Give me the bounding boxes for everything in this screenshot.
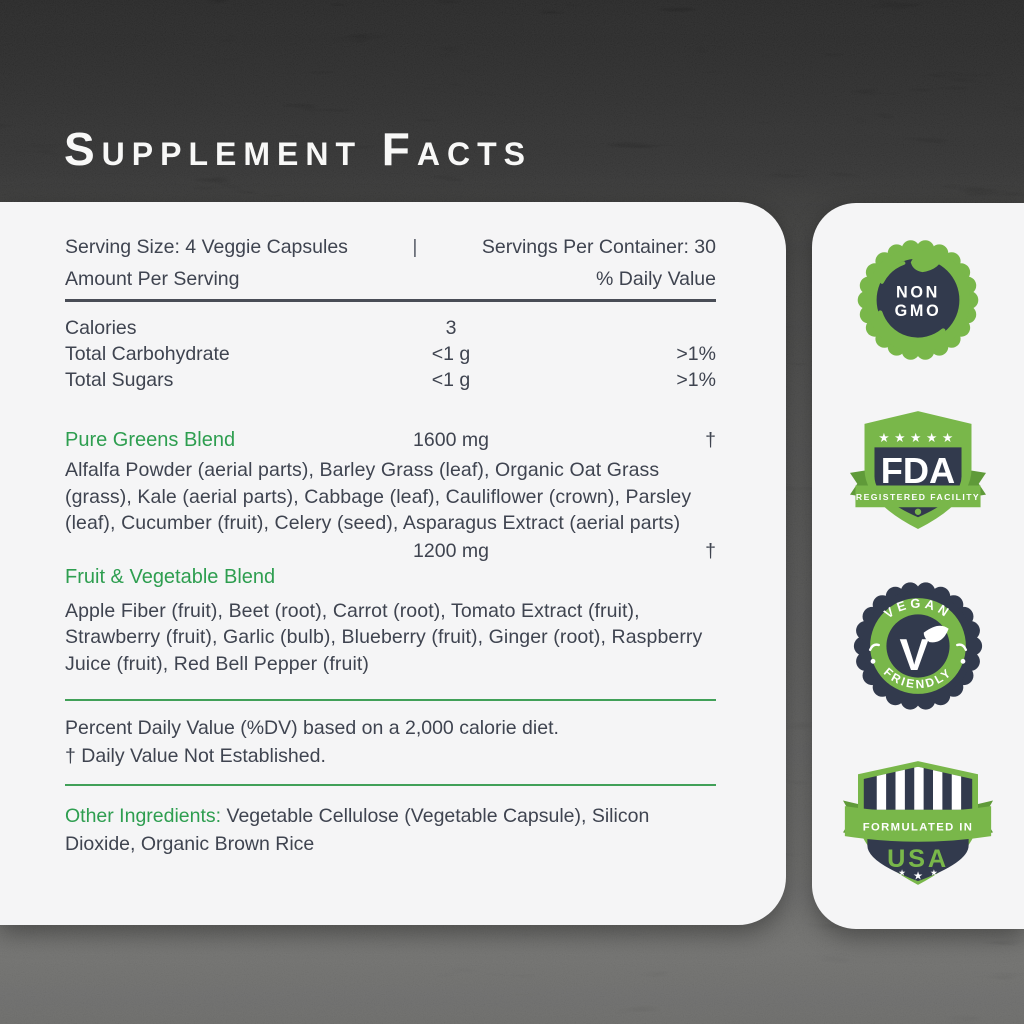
nutrient-name: Total Sugars bbox=[65, 369, 174, 391]
serving-separator: | bbox=[412, 236, 418, 258]
usa-star: ★ bbox=[930, 868, 938, 878]
footnotes: Percent Daily Value (%DV) based on a 2,0… bbox=[65, 715, 716, 770]
fda-title: FDA bbox=[881, 450, 956, 491]
supplement-facts-panel: Serving Size: 4 Veggie Capsules | Servin… bbox=[0, 202, 786, 925]
usa-star: ★ bbox=[898, 868, 906, 878]
non-gmo-text: NON bbox=[896, 283, 940, 301]
badges-panel: NON GMO ★★★★★ FDA REGISTERED FACILITY bbox=[812, 203, 1024, 929]
table-row: Calories 3 bbox=[65, 315, 716, 341]
nutrient-dv: >1% bbox=[676, 343, 716, 365]
fda-stars: ★★★★★ bbox=[878, 431, 958, 445]
column-headers: Amount Per Serving % Daily Value bbox=[65, 268, 716, 291]
non-gmo-text: GMO bbox=[895, 302, 942, 320]
blend-amount: 1200 mg bbox=[413, 539, 489, 562]
divider-dark bbox=[65, 299, 716, 302]
nutrient-dv: >1% bbox=[676, 369, 716, 391]
dagger-symbol: † bbox=[705, 429, 716, 451]
nutrient-name: Calories bbox=[65, 317, 137, 339]
nutrient-table: Calories 3 Total Carbohydrate <1 g >1% T… bbox=[65, 315, 716, 393]
nutrient-amount: <1 g bbox=[431, 343, 471, 365]
other-ingredients-label: Other Ingredients: bbox=[65, 805, 222, 827]
footnote-dv: Percent Daily Value (%DV) based on a 2,0… bbox=[65, 717, 559, 739]
table-row: Total Sugars <1 g >1% bbox=[65, 367, 716, 393]
blend-ingredients: Apple Fiber (fruit), Beet (root), Carrot… bbox=[65, 599, 703, 675]
serving-row: Serving Size: 4 Veggie Capsules | Servin… bbox=[65, 236, 716, 259]
blend-ingredients: Alfalfa Powder (aerial parts), Barley Gr… bbox=[65, 459, 692, 534]
servings-per-container: Servings Per Container: 30 bbox=[481, 236, 716, 258]
dagger-symbol: † bbox=[705, 539, 716, 562]
spacer bbox=[65, 538, 346, 564]
usa-banner-text: FORMULATED IN bbox=[863, 822, 974, 834]
fda-badge-icon: ★★★★★ FDA REGISTERED FACILITY bbox=[850, 411, 986, 530]
footnote-dagger: † Daily Value Not Established. bbox=[65, 744, 326, 767]
nutrient-dv bbox=[556, 315, 716, 341]
nutrient-name: Total Carbohydrate bbox=[65, 343, 230, 365]
amount-per-serving-header: Amount Per Serving bbox=[65, 268, 240, 290]
table-row: Total Carbohydrate <1 g >1% bbox=[65, 341, 716, 367]
nutrient-amount: <1 g bbox=[431, 369, 471, 391]
divider-green bbox=[65, 699, 716, 701]
serving-size: Serving Size: 4 Veggie Capsules bbox=[65, 236, 348, 258]
blend-row-fruit-veg-amount: 1200 mg † bbox=[65, 538, 716, 564]
blend-row-pure-greens: Pure Greens Blend 1600 mg † bbox=[65, 427, 716, 453]
daily-value-header: % Daily Value bbox=[596, 268, 716, 290]
nutrient-amount: 3 bbox=[445, 317, 457, 339]
vegan-v-letter: V bbox=[899, 631, 929, 680]
blend-name: Fruit & Vegetable Blend bbox=[65, 565, 276, 588]
other-ingredients: Other Ingredients: Vegetable Cellulose (… bbox=[65, 803, 716, 858]
blend-name: Pure Greens Blend bbox=[65, 429, 236, 451]
other-ingredients-text: Vegetable Cellulose (Vegetable Capsule),… bbox=[65, 805, 650, 855]
usa-title: USA bbox=[887, 845, 949, 873]
usa-badge-icon: FORMULATED IN USA ★ ★ ★ bbox=[843, 761, 993, 885]
non-gmo-badge-icon: NON GMO bbox=[857, 240, 979, 360]
blend-amount: 1600 mg bbox=[413, 429, 489, 451]
fda-subtitle: REGISTERED FACILITY bbox=[856, 492, 980, 502]
page-title: Supplement Facts bbox=[64, 123, 533, 175]
vegan-friendly-badge-icon: VEGAN FRIENDLY V bbox=[853, 582, 983, 710]
usa-star: ★ bbox=[913, 870, 923, 882]
divider-green bbox=[65, 784, 716, 786]
